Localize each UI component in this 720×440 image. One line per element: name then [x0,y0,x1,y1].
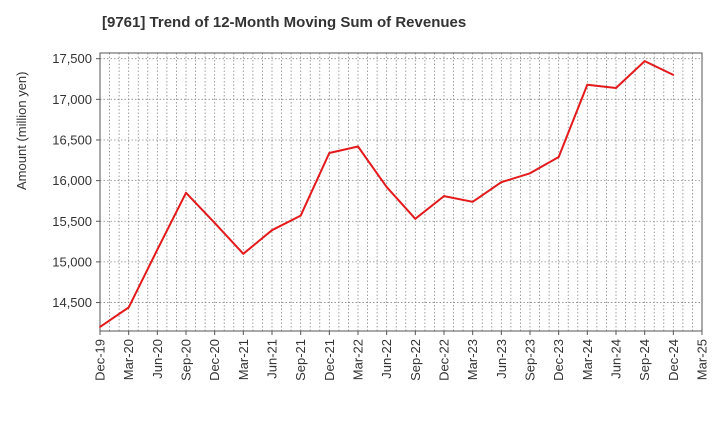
plot-area-frame [99,52,703,332]
data-point [414,217,417,220]
y-tick-label: 15,500 [52,214,92,229]
x-tick-label: Dec-23 [551,339,566,381]
x-tick-label: Mar-24 [580,339,595,380]
data-point [271,229,273,232]
x-tick-label: Dec-22 [437,339,452,381]
data-point [185,191,187,194]
x-tick-label: Sep-20 [179,339,194,381]
y-tick-label: 17,000 [52,92,92,107]
y-tick-label: 14,500 [52,295,92,310]
data-point [385,186,388,189]
x-tick-label: Sep-24 [637,339,652,381]
x-tick-label: Sep-22 [408,339,423,381]
x-tick-label: Mar-25 [695,339,710,380]
y-tick-label: 16,000 [52,173,92,188]
data-point [529,172,531,175]
y-axis-ticks: 14,500 15,000 15,500 16,000 16,500 17,000 17,5… [52,51,100,310]
y-tick-label: 16,500 [52,132,92,147]
x-tick-label: Jun-20 [150,339,165,379]
data-point [357,145,359,148]
y-tick-label: 17,500 [52,51,92,66]
data-point [299,214,302,217]
grid-lines [100,53,702,331]
chart-title: [9761] Trend of 12-Month Moving Sum of R… [102,14,467,31]
x-tick-label: Mar-21 [236,339,251,380]
x-axis-ticks: Dec-19 Mar-20 Jun-20 Sep-20 Dec-20 Mar-21 Jun-… [93,331,710,381]
x-tick-label: Jun-24 [609,339,624,379]
x-tick-label: Dec-19 [93,339,108,381]
data-point [99,326,101,328]
data-point [127,306,130,309]
data-point [500,181,503,184]
data-point [213,221,216,224]
data-point [156,248,159,251]
x-tick-label: Sep-23 [523,339,538,381]
data-point [643,60,646,63]
x-tick-label: Dec-20 [207,339,222,381]
x-tick-label: Mar-23 [465,339,480,380]
data-point [242,252,245,255]
data-point [586,83,589,86]
data-point [328,152,331,154]
x-tick-label: Mar-22 [351,339,366,380]
x-tick-label: Jun-22 [379,339,394,379]
x-tick-label: Mar-20 [121,339,136,380]
x-tick-label: Jun-23 [494,339,509,379]
data-point [672,74,675,76]
data-point [615,87,617,89]
x-tick-label: Dec-21 [322,339,337,381]
x-tick-label: Jun-21 [265,339,280,379]
y-tick-label: 15,000 [52,254,92,269]
data-point [443,195,445,197]
x-tick-label: Sep-21 [293,339,308,381]
series-group [99,60,675,328]
data-point [471,200,474,203]
data-point [557,156,560,158]
x-tick-label: Dec-24 [666,339,681,381]
